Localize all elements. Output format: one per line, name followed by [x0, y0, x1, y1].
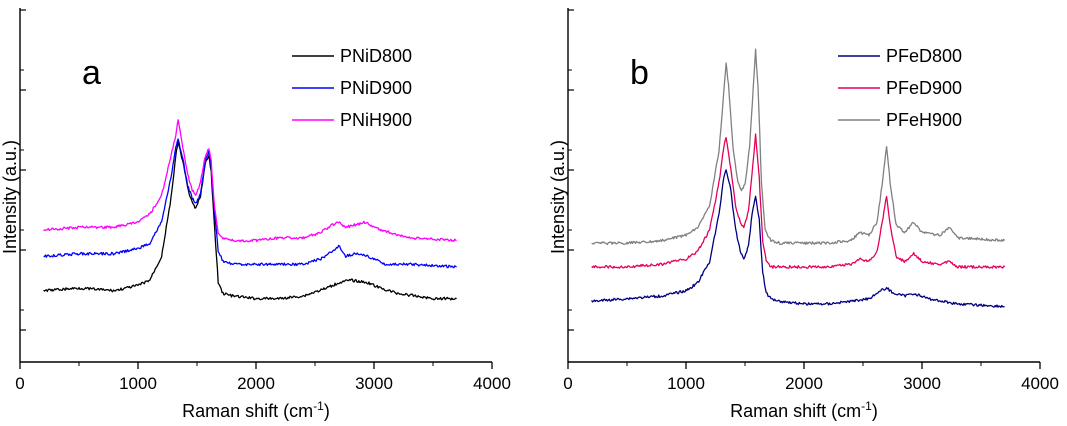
legend-label-PFeD800: PFeD800 [886, 46, 962, 66]
x-axis-label: Raman shift (cm-1) [730, 399, 878, 421]
series-line-PFeD900 [591, 133, 1006, 269]
x-axis-label: Raman shift (cm-1) [182, 399, 330, 421]
series-line-PNiD800 [43, 141, 457, 301]
series-line-PFeD800 [591, 169, 1005, 308]
panel-label: a [82, 54, 101, 92]
chart-panel-b: 0 1000 2000 3000 4000 Raman shift (cm-1) Inten… [548, 8, 1059, 421]
x-tick-label: 0 [563, 374, 572, 393]
legend-label-PFeH900: PFeH900 [886, 110, 962, 130]
legend-label-PNiH900: PNiH900 [340, 110, 412, 130]
y-axis-label: Intensity (a.u.) [548, 140, 568, 254]
x-tick-label: 4000 [473, 374, 511, 393]
series-line-PFeH900 [591, 48, 1006, 246]
x-tick-label: 0 [15, 374, 24, 393]
x-tick-label: 2000 [785, 374, 823, 393]
series-line-PNiH900 [43, 119, 457, 243]
legend: PFeD800 PFeD900 PFeH900 [838, 46, 962, 130]
y-axis-label: Intensity (a.u.) [0, 140, 20, 254]
x-tick-label: 3000 [903, 374, 941, 393]
x-tick-label: 4000 [1021, 374, 1059, 393]
legend-label-PNiD800: PNiD800 [340, 46, 412, 66]
series-line-PNiD900 [43, 138, 457, 269]
x-tick-label: 3000 [355, 374, 393, 393]
x-tick-label: 1000 [667, 374, 705, 393]
legend: PNiD800 PNiD900 PNiH900 [292, 46, 412, 130]
x-tick-label: 2000 [237, 374, 275, 393]
panel-label: b [630, 54, 649, 92]
chart-panel-a: 0 1000 2000 3000 4000 Raman shift (cm-1) Inten… [0, 8, 511, 421]
legend-label-PFeD900: PFeD900 [886, 78, 962, 98]
x-tick-label: 1000 [119, 374, 157, 393]
legend-label-PNiD900: PNiD900 [340, 78, 412, 98]
